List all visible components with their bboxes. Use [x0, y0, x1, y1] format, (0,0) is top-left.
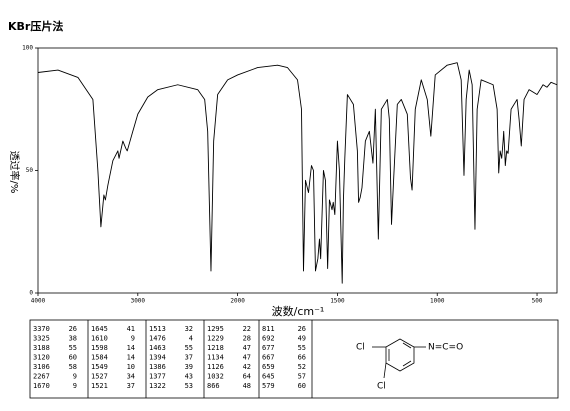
table-wavenumber: 1549 — [91, 363, 108, 371]
table-transmittance: 39 — [185, 363, 193, 371]
table-transmittance: 49 — [298, 335, 306, 343]
table-wavenumber: 579 — [262, 382, 275, 390]
table-transmittance: 58 — [69, 363, 77, 371]
table-dividers — [87, 320, 313, 398]
table-transmittance: 14 — [127, 354, 135, 362]
table-wavenumber: 1670 — [33, 382, 50, 390]
table-transmittance: 26 — [298, 325, 306, 333]
table-wavenumber: 1527 — [91, 373, 108, 381]
table-transmittance: 32 — [185, 325, 193, 333]
table-wavenumber: 1521 — [91, 382, 108, 390]
table-transmittance: 43 — [185, 373, 193, 381]
table-transmittance: 55 — [185, 344, 193, 352]
table-transmittance: 52 — [298, 363, 306, 371]
chart-title: KBr压片法 — [8, 19, 63, 33]
table-wavenumber: 1584 — [91, 354, 108, 362]
table-transmittance: 64 — [243, 373, 251, 381]
table-transmittance: 60 — [298, 382, 306, 390]
table-transmittance: 55 — [69, 344, 77, 352]
table-wavenumber: 3370 — [33, 325, 50, 333]
table-wavenumber: 3106 — [33, 363, 50, 371]
table-transmittance: 14 — [127, 344, 135, 352]
table-wavenumber: 811 — [262, 325, 275, 333]
table-wavenumber: 667 — [262, 354, 275, 362]
y-axis-label: 透过率/% — [8, 151, 21, 194]
x-axis-label: 波数/cm⁻¹ — [272, 305, 325, 318]
table-wavenumber: 866 — [207, 382, 220, 390]
table-wavenumber: 1218 — [207, 344, 224, 352]
table-transmittance: 28 — [243, 335, 251, 343]
structure-label: Cl — [377, 382, 386, 392]
structure-label: Cl — [356, 343, 365, 353]
table-wavenumber: 2267 — [33, 373, 50, 381]
y-tick-label: 0 — [29, 290, 33, 297]
table-wavenumber: 1463 — [149, 344, 166, 352]
table-transmittance: 4 — [189, 335, 193, 343]
table-wavenumber: 3188 — [33, 344, 50, 352]
table-wavenumber: 1386 — [149, 363, 166, 371]
table-wavenumber: 1032 — [207, 373, 224, 381]
table-transmittance: 41 — [127, 325, 135, 333]
table-wavenumber: 1598 — [91, 344, 108, 352]
table-transmittance: 38 — [69, 335, 77, 343]
table-frame — [29, 319, 559, 399]
table-transmittance: 47 — [243, 354, 251, 362]
table-transmittance: 22 — [243, 325, 251, 333]
table-wavenumber: 1126 — [207, 363, 224, 371]
x-tick-label: 2000 — [230, 298, 245, 305]
table-transmittance: 47 — [243, 344, 251, 352]
table-wavenumber: 692 — [262, 335, 275, 343]
table-wavenumber: 645 — [262, 373, 275, 381]
x-tick-label: 500 — [532, 298, 543, 305]
table-wavenumber: 1394 — [149, 354, 166, 362]
table-wavenumber: 3325 — [33, 335, 50, 343]
table-transmittance: 10 — [127, 363, 135, 371]
structure-label: N=C=O — [428, 343, 463, 353]
table-wavenumber: 1476 — [149, 335, 166, 343]
table-transmittance: 34 — [127, 373, 135, 381]
table-wavenumber: 1322 — [149, 382, 166, 390]
plot-frame — [37, 47, 558, 294]
x-tick-label: 4000 — [31, 298, 46, 305]
spectrum-line — [37, 62, 558, 284]
table-wavenumber: 677 — [262, 344, 275, 352]
table-wavenumber: 1645 — [91, 325, 108, 333]
structure-bonds — [372, 338, 426, 379]
table-wavenumber: 1134 — [207, 354, 224, 362]
table-transmittance: 42 — [243, 363, 251, 371]
table-transmittance: 48 — [243, 382, 251, 390]
table-transmittance: 57 — [298, 373, 306, 381]
table-transmittance: 9 — [131, 335, 135, 343]
table-transmittance: 9 — [73, 382, 77, 390]
table-wavenumber: 1513 — [149, 325, 166, 333]
table-transmittance: 9 — [73, 373, 77, 381]
table-transmittance: 60 — [69, 354, 77, 362]
table-wavenumber: 659 — [262, 363, 275, 371]
x-tick-label: 1000 — [430, 298, 445, 305]
x-tick-label: 1500 — [330, 298, 345, 305]
y-tick-label: 50 — [26, 167, 34, 174]
table-wavenumber: 1229 — [207, 335, 224, 343]
table-wavenumber: 1610 — [91, 335, 108, 343]
table-transmittance: 53 — [185, 382, 193, 390]
table-transmittance: 55 — [298, 344, 306, 352]
x-tick-label: 3000 — [131, 298, 146, 305]
table-wavenumber: 1295 — [207, 325, 224, 333]
table-transmittance: 37 — [127, 382, 135, 390]
table-transmittance: 37 — [185, 354, 193, 362]
table-wavenumber: 1377 — [149, 373, 166, 381]
y-tick-label: 100 — [22, 45, 33, 52]
table-transmittance: 26 — [69, 325, 77, 333]
table-wavenumber: 3120 — [33, 354, 50, 362]
table-transmittance: 66 — [298, 354, 306, 362]
